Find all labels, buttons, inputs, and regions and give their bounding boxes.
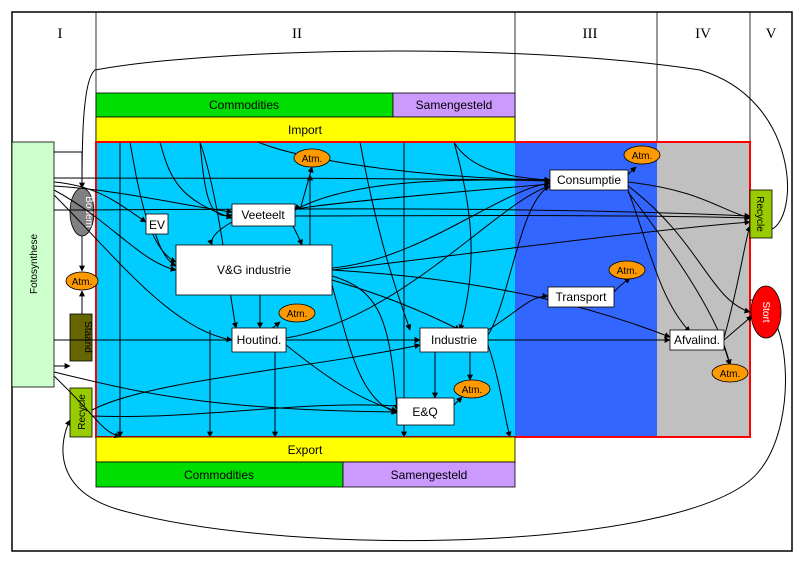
photosynthesis-box [11, 141, 55, 388]
waste-industry-label: Afvalind. [674, 333, 720, 347]
photosynthesis-label: Fotosynthese [29, 234, 40, 294]
zone-label-3: III [583, 26, 598, 42]
import-commodities-label: Commodities [209, 98, 279, 112]
standing-label: Staand [82, 321, 93, 353]
atm-label-industry: Atm. [462, 385, 483, 396]
atm-node-wood [278, 303, 316, 323]
livestock-label: Veeteelt [241, 208, 285, 222]
atm-label-left: Atm. [72, 277, 93, 288]
atm-node-transport [608, 260, 646, 280]
livestock-node [231, 203, 296, 227]
export-bar [95, 436, 516, 463]
zone-label-1: I [58, 26, 63, 42]
standing-node [69, 313, 93, 362]
consumption-node [549, 169, 629, 191]
food-industry-label: V&G industrie [217, 263, 291, 277]
waste-industry-node [669, 329, 725, 351]
atmosphere-nodes: Atm. Atm. Atm. Atm. Atm. Atm. [278, 145, 749, 399]
export-commodities-label: Commodities [184, 468, 254, 482]
atm-label-consumption: Atm. [632, 151, 653, 162]
import-composite-bar [392, 92, 516, 118]
recycle-node-left [69, 387, 93, 438]
industry-label: Industrie [431, 333, 477, 347]
recycle-node-right [749, 189, 773, 239]
wood-industry-node [231, 327, 287, 353]
atm-label-waste: Atm. [720, 369, 741, 380]
export-commodities-bar [95, 461, 344, 488]
flow-arrows [53, 50, 788, 542]
ev-node [145, 213, 169, 235]
zone-label-4: IV [695, 26, 711, 42]
atm-label-wood: Atm. [287, 309, 308, 320]
industry-node [419, 327, 489, 353]
zone-4-region [657, 142, 750, 437]
eq-node [396, 397, 455, 426]
consumption-label: Consumptie [557, 173, 621, 187]
atm-node-industry [453, 379, 491, 399]
export-composite-label: Samengesteld [391, 468, 468, 482]
import-bar [95, 116, 516, 143]
wood-industry-label: Houtind. [237, 333, 282, 347]
zone-label-2: II [292, 26, 302, 42]
atm-node-consumption [623, 145, 661, 165]
ev-label: EV [149, 218, 165, 232]
recycle-label-left: Recycle [77, 394, 88, 430]
import-composite-label: Samengesteld [416, 98, 493, 112]
atm-label-livestock: Atm. [302, 154, 323, 165]
landfill-node [750, 285, 782, 339]
eq-label: E&Q [412, 405, 437, 419]
recycle-label-right: Recycle [754, 196, 765, 232]
atm-node-waste [711, 363, 749, 383]
transport-node [547, 286, 615, 308]
landfill-label: Stort [760, 301, 771, 322]
export-label: Export [288, 443, 323, 457]
atm-label-transport: Atm. [617, 266, 638, 277]
food-industry-node [175, 244, 333, 296]
atm-node-livestock [293, 148, 331, 168]
zone-label-5: V [766, 26, 777, 42]
transport-label: Transport [556, 290, 608, 304]
export-composite-bar [342, 461, 516, 488]
import-label: Import [288, 123, 323, 137]
atm-node-left [65, 271, 99, 291]
